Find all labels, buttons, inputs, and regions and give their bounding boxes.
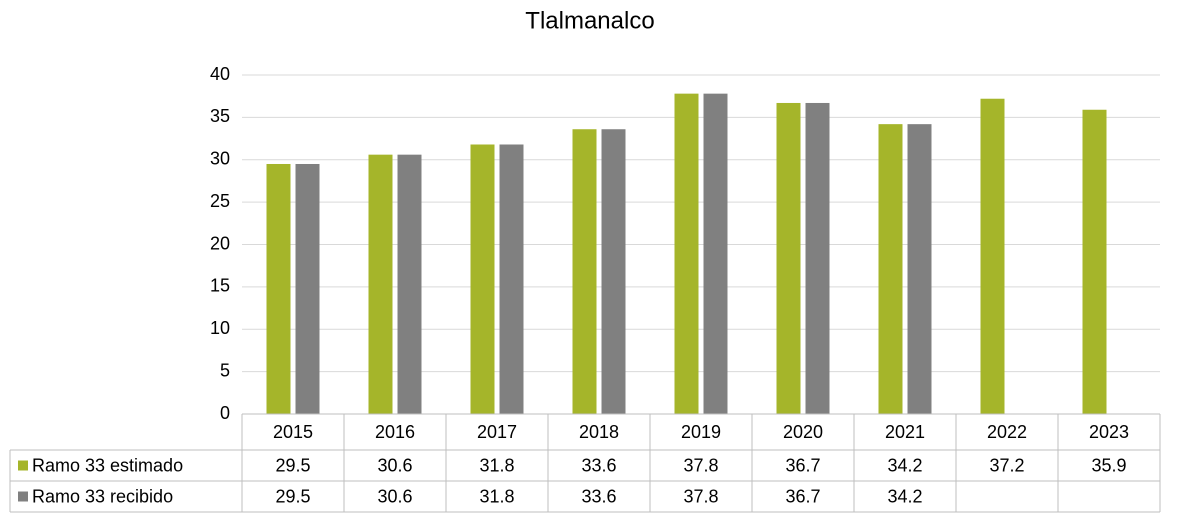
- table-value: 33.6: [581, 455, 616, 475]
- y-tick-label: 30: [210, 149, 230, 169]
- table-value: 36.7: [785, 486, 820, 506]
- x-tick-label: 2015: [273, 422, 313, 442]
- legend-key: [18, 460, 28, 471]
- bar: [470, 144, 495, 414]
- y-tick-label: 35: [210, 106, 230, 126]
- table-value: 30.6: [377, 455, 412, 475]
- bar: [1082, 109, 1107, 414]
- x-tick-label: 2020: [783, 422, 823, 442]
- bar: [572, 129, 597, 415]
- x-tick-label: 2018: [579, 422, 619, 442]
- table-value: 30.6: [377, 486, 412, 506]
- table-value: 34.2: [887, 486, 922, 506]
- x-tick-label: 2022: [987, 422, 1027, 442]
- table-value: 29.5: [275, 455, 310, 475]
- legend-key: [18, 491, 28, 502]
- bar: [295, 163, 320, 414]
- table-value: 31.8: [479, 455, 514, 475]
- bar: [674, 93, 699, 415]
- x-tick-label: 2019: [681, 422, 721, 442]
- bar: [266, 163, 291, 414]
- table-value: 29.5: [275, 486, 310, 506]
- table-value: 37.8: [683, 486, 718, 506]
- table-value: 34.2: [887, 455, 922, 475]
- y-tick-label: 10: [210, 318, 230, 338]
- chart-title: Tlalmanalco: [525, 7, 654, 34]
- legend-label: Ramo 33 estimado: [32, 455, 183, 475]
- x-tick-label: 2023: [1089, 422, 1129, 442]
- table-value: 37.8: [683, 455, 718, 475]
- y-tick-label: 0: [220, 403, 230, 423]
- y-tick-label: 15: [210, 276, 230, 296]
- x-tick-label: 2021: [885, 422, 925, 442]
- bar: [368, 154, 393, 415]
- table-value: 35.9: [1091, 455, 1126, 475]
- y-tick-label: 20: [210, 233, 230, 253]
- bar: [397, 154, 422, 415]
- y-tick-label: 5: [220, 360, 230, 380]
- table-value: 33.6: [581, 486, 616, 506]
- bar: [878, 124, 903, 414]
- legend-label: Ramo 33 recibido: [32, 486, 173, 506]
- bar: [601, 129, 626, 415]
- y-tick-label: 25: [210, 191, 230, 211]
- x-tick-label: 2016: [375, 422, 415, 442]
- x-tick-label: 2017: [477, 422, 517, 442]
- bar: [499, 144, 524, 414]
- bar: [805, 102, 830, 414]
- table-value: 37.2: [989, 455, 1024, 475]
- table-value: 36.7: [785, 455, 820, 475]
- bar: [703, 93, 728, 415]
- bar: [907, 124, 932, 414]
- bar: [980, 98, 1005, 414]
- table-value: 31.8: [479, 486, 514, 506]
- bar: [776, 102, 801, 414]
- y-tick-label: 40: [210, 64, 230, 84]
